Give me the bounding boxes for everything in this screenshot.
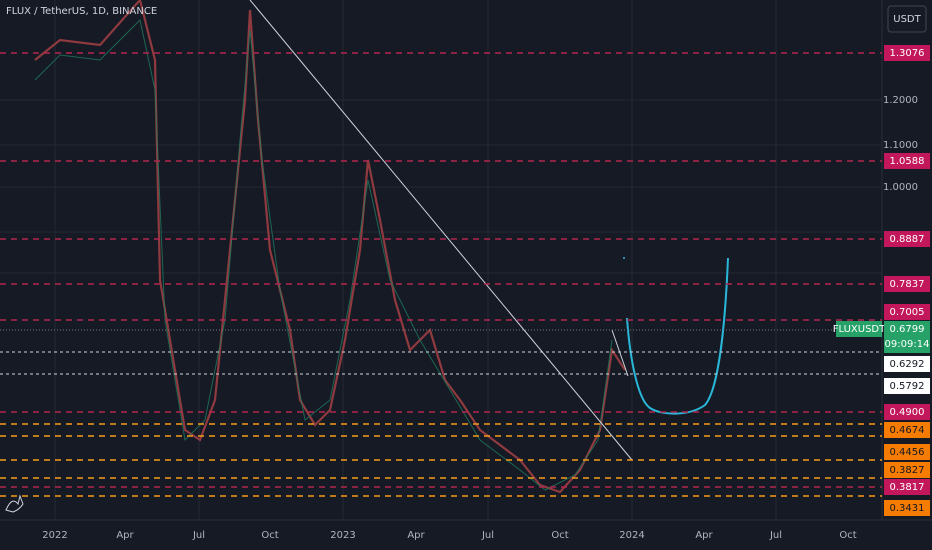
- price-badge: [884, 276, 930, 292]
- trendline: [249, 0, 633, 461]
- symbol-title: FLUX / TetherUS, 1D, BINANCE: [6, 6, 157, 17]
- time-tick-label: Jul: [192, 530, 205, 541]
- ticker-label: FLUXUSDT: [833, 324, 886, 335]
- price-badge: [884, 304, 930, 320]
- price-badge-label: 0.6292: [890, 359, 925, 370]
- price-badge-label: 0.4900: [890, 407, 925, 418]
- grid: [0, 0, 882, 520]
- trendline-short: [611, 329, 629, 377]
- time-tick-label: Apr: [407, 530, 425, 541]
- price-badge-label: 0.3431: [890, 503, 925, 514]
- price-badge: [884, 231, 930, 247]
- price-badge-label: 0.7837: [890, 279, 925, 290]
- price-badge-label: 0.5792: [890, 381, 925, 392]
- current-price: 0.6799: [890, 324, 925, 335]
- currency-label[interactable]: USDT: [893, 14, 921, 25]
- price-badge-label: 0.4456: [890, 447, 925, 458]
- price-badge: [884, 500, 930, 516]
- dot: [623, 257, 625, 259]
- time-tick-label: 2023: [330, 530, 355, 541]
- price-badge-label: 0.8887: [890, 234, 925, 245]
- price-badge-label: 0.3817: [890, 482, 925, 493]
- price-badge: [884, 45, 930, 61]
- price-tick-label: 1.1000: [883, 140, 918, 151]
- price-badge-label: 0.3827: [890, 465, 925, 476]
- currency-button[interactable]: [887, 5, 927, 33]
- price-trace-up: [34, 18, 613, 491]
- time-tick-label: Jul: [769, 530, 782, 541]
- time-tick-label: Oct: [261, 530, 278, 541]
- price-badge-label: 0.4674: [890, 425, 925, 436]
- price-tick-label: 1.0000: [883, 182, 918, 193]
- price-badge-label: 1.0588: [890, 156, 925, 167]
- countdown: 09:09:14: [885, 339, 930, 350]
- price-badge: [884, 378, 930, 394]
- price-badge: [884, 404, 930, 420]
- price-tick-label: 1.2000: [883, 95, 918, 106]
- price-badge: [884, 422, 930, 438]
- time-tick-label: Jul: [481, 530, 494, 541]
- price-badge: [884, 462, 930, 478]
- time-tick-label: 2024: [619, 530, 644, 541]
- price-badge-label: 1.3076: [890, 48, 925, 59]
- logo: [5, 494, 24, 513]
- price-badge: [884, 153, 930, 169]
- ticker-badge: [836, 321, 882, 337]
- price-badge: [884, 356, 930, 372]
- price-badge-label: 0.7005: [890, 307, 925, 318]
- price-badge: [884, 444, 930, 460]
- time-tick-label: Apr: [116, 530, 134, 541]
- price-badge: [884, 479, 930, 495]
- time-tick-label: Oct: [839, 530, 856, 541]
- time-tick-label: Oct: [551, 530, 568, 541]
- current-price-badge: [884, 321, 930, 353]
- time-tick-label: 2022: [42, 530, 67, 541]
- time-tick-label: Apr: [695, 530, 713, 541]
- price-trace: [34, 0, 626, 494]
